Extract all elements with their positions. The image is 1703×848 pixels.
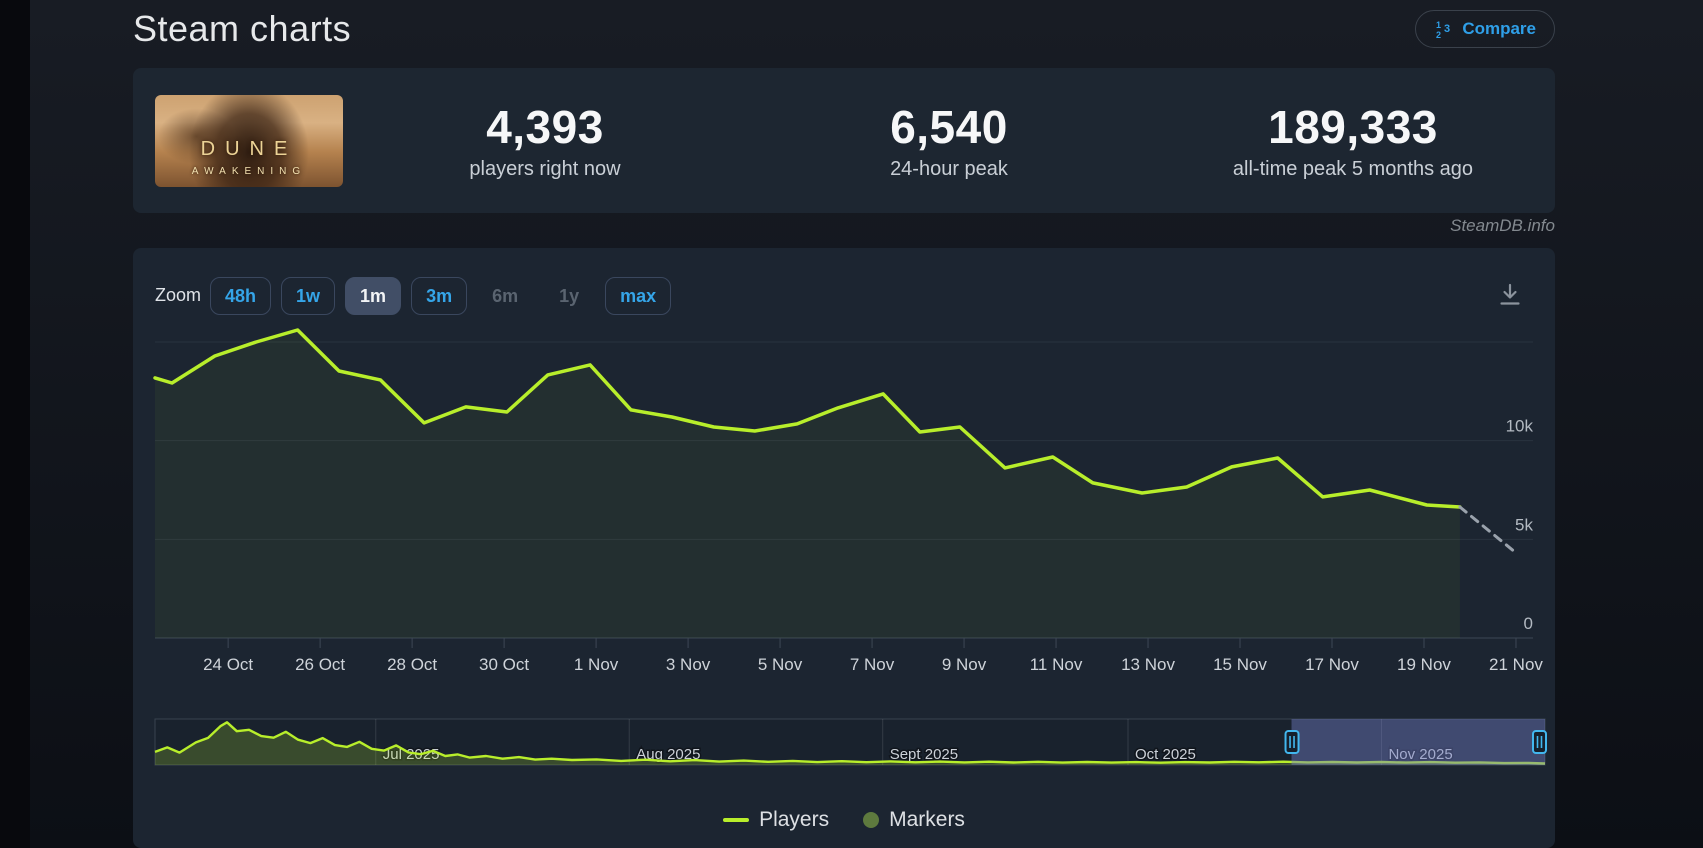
- x-tick-label: 24 Oct: [203, 655, 253, 674]
- compare-button-label: Compare: [1462, 19, 1536, 38]
- page-title: Steam charts: [133, 8, 352, 49]
- navigator-selection[interactable]: [1291, 719, 1545, 765]
- download-icon: [1496, 283, 1524, 312]
- svg-text:3: 3: [1444, 23, 1450, 35]
- stat-players-now: 4,393 players right now: [343, 100, 747, 181]
- compare-list-icon: 1 2 3: [1434, 19, 1454, 40]
- month-label: Nov 2025: [1388, 746, 1452, 763]
- y-tick-label: 0: [1524, 614, 1533, 633]
- x-tick-label: 13 Nov: [1121, 655, 1175, 674]
- download-button[interactable]: [1495, 281, 1525, 311]
- zoom-button-48h[interactable]: 48h: [210, 277, 272, 315]
- legend-label: Markers: [889, 808, 965, 831]
- stat-24h-peak-label: 24-hour peak: [890, 158, 1008, 180]
- month-label: Sept 2025: [890, 746, 958, 763]
- x-tick-label: 7 Nov: [850, 655, 895, 674]
- x-tick-label: 5 Nov: [758, 655, 803, 674]
- game-capsule-subtitle: AWAKENING: [191, 165, 307, 177]
- legend-label: Players: [759, 808, 830, 831]
- compare-button[interactable]: 1 2 3 Compare: [1415, 10, 1555, 48]
- x-tick-label: 3 Nov: [666, 655, 711, 674]
- steamdb-watermark: SteamDB.info: [1450, 216, 1555, 235]
- month-label: Jul 2025: [383, 746, 440, 763]
- navigator-handle-right[interactable]: [1532, 730, 1547, 754]
- navigator-area-fill: [155, 722, 1545, 765]
- page-edge-strip: [0, 0, 30, 848]
- legend-line-swatch: [723, 818, 750, 822]
- game-capsule-image[interactable]: DUNE AWAKENING: [155, 94, 343, 187]
- chart-legend: Players Markers: [133, 800, 1555, 840]
- stat-players-now-value: 4,393: [486, 101, 604, 153]
- stat-24h-peak: 6,540 24-hour peak: [747, 100, 1151, 181]
- stat-alltime-peak-value: 189,333: [1268, 101, 1438, 153]
- players-line-dashed-tail: [1458, 505, 1516, 553]
- x-tick-label: 17 Nov: [1305, 655, 1359, 674]
- page-content: Steam charts 1 2 3 Compare DUNE AWAKENIN…: [133, 0, 1555, 848]
- x-tick-label: 30 Oct: [479, 655, 529, 674]
- zoom-label: Zoom: [155, 285, 202, 305]
- chart-toolbar: Zoom 48h 1w 1m 3m 6m 1y max: [133, 277, 1555, 315]
- navigator-line: [154, 721, 1546, 765]
- y-tick-label: 10k: [1506, 417, 1534, 436]
- x-tick-label: 21 Nov: [1489, 655, 1543, 674]
- x-tick-label: 26 Oct: [295, 655, 345, 674]
- zoom-button-1w[interactable]: 1w: [281, 277, 336, 315]
- zoom-button-1m[interactable]: 1m: [345, 277, 402, 315]
- zoom-button-1y: 1y: [543, 277, 595, 315]
- navigator-handle-left[interactable]: [1284, 730, 1300, 754]
- stat-alltime-peak: 189,333 all-time peak 5 months ago: [1151, 100, 1555, 181]
- zoom-button-group: 48h 1w 1m 3m 6m 1y max: [210, 277, 672, 315]
- legend-item-markers[interactable]: Markers: [863, 808, 965, 832]
- legend-item-players[interactable]: Players: [723, 808, 829, 832]
- page-header: Steam charts 1 2 3 Compare: [133, 0, 1555, 62]
- x-tick-label: 1 Nov: [574, 655, 619, 674]
- month-label: Oct 2025: [1135, 746, 1196, 763]
- chart-panel: Zoom 48h 1w 1m 3m 6m 1y max 24 Oct 26 Oct 28 Oct…: [133, 248, 1555, 848]
- legend-circle-swatch: [863, 812, 880, 828]
- y-tick-label: 5k: [1515, 515, 1533, 534]
- game-capsule-title: DUNE: [200, 137, 298, 160]
- stat-alltime-peak-label: all-time peak 5 months ago: [1232, 158, 1474, 180]
- players-area-fill: [155, 330, 1460, 638]
- x-tick-label: 19 Nov: [1397, 655, 1451, 674]
- stats-panel: DUNE AWAKENING 4,393 players right now 6…: [133, 68, 1555, 213]
- x-tick-label: 9 Nov: [942, 655, 987, 674]
- x-tick-label: 28 Oct: [387, 655, 437, 674]
- svg-text:1: 1: [1436, 20, 1441, 30]
- zoom-button-3m[interactable]: 3m: [411, 277, 468, 315]
- players-line: [153, 328, 1462, 509]
- navigator-frame: [154, 718, 1546, 766]
- x-tick-label: 15 Nov: [1213, 655, 1267, 674]
- zoom-button-6m: 6m: [477, 277, 533, 315]
- stat-players-now-label: players right now: [469, 158, 621, 180]
- players-line-chart[interactable]: 24 Oct 26 Oct 28 Oct 30 Oct 1 Nov 3 Nov 5 Nov 7…: [133, 318, 1555, 678]
- zoom-button-max[interactable]: max: [605, 277, 672, 315]
- svg-text:2: 2: [1436, 30, 1441, 39]
- x-tick-label: 11 Nov: [1030, 655, 1083, 674]
- stat-24h-peak-value: 6,540: [890, 101, 1008, 153]
